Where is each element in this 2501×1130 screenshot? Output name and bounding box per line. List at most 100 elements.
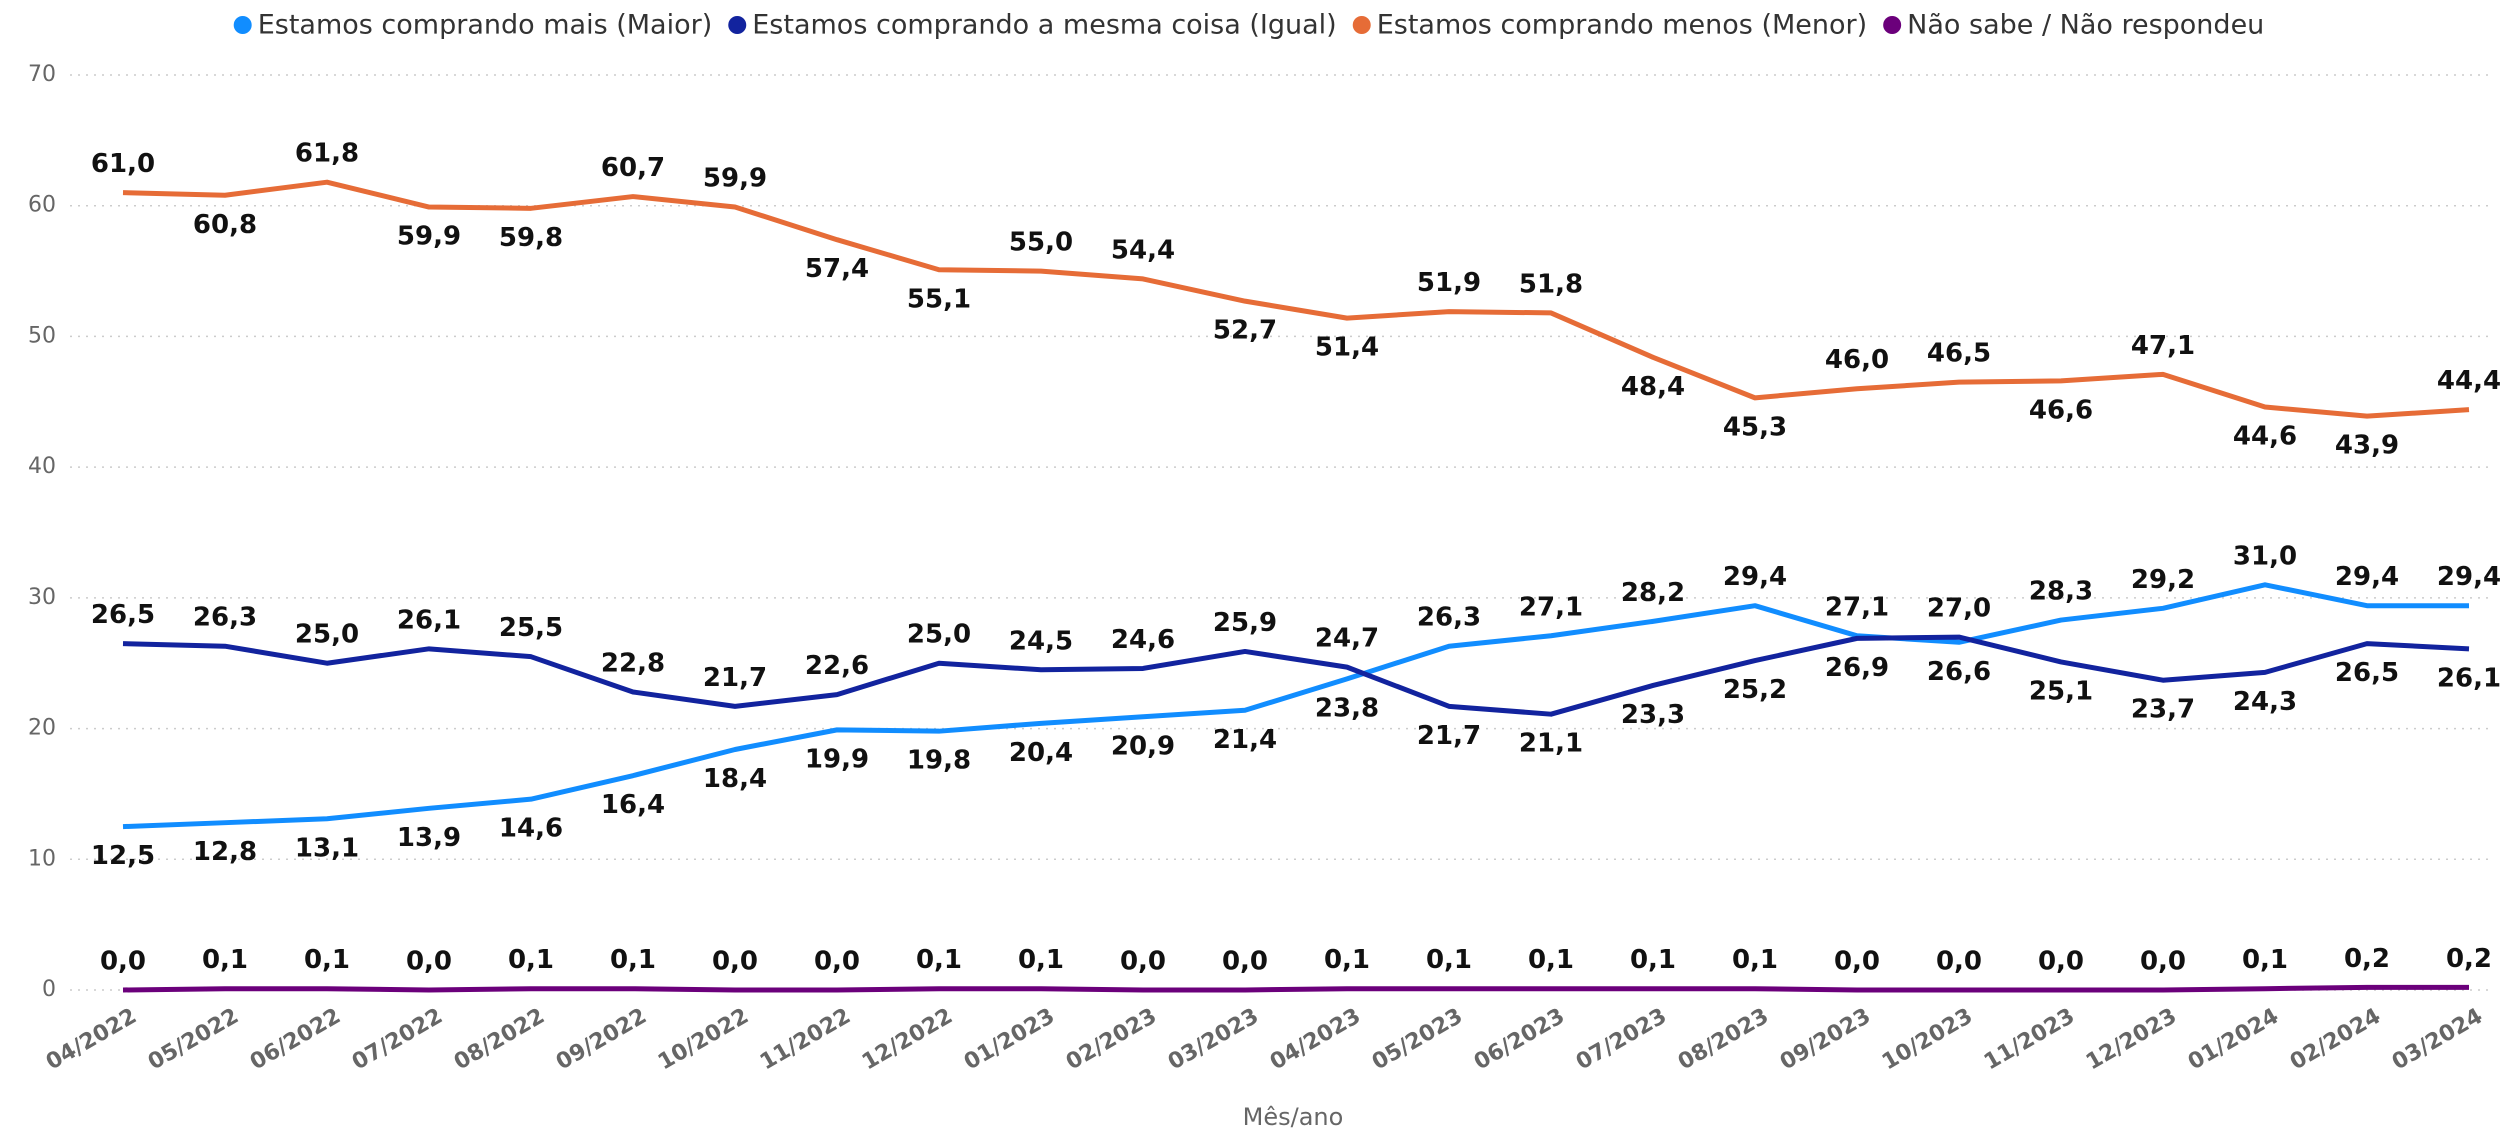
data-label: 0,1 (916, 945, 962, 975)
data-label: 21,1 (1519, 729, 1583, 759)
data-label: 0,1 (1732, 945, 1778, 975)
data-label: 0,1 (1528, 945, 1574, 975)
data-label: 29,4 (2437, 562, 2501, 592)
data-label: 31,0 (2233, 541, 2297, 571)
data-label: 51,4 (1315, 333, 1379, 363)
data-label: 29,2 (2131, 565, 2195, 595)
x-axis-label: Mês/ano (1243, 1103, 1344, 1130)
data-label: 0,0 (712, 947, 758, 977)
data-label: 0,0 (1936, 947, 1982, 977)
data-label: 44,4 (2437, 366, 2501, 396)
legend-label: Estamos comprando menos (Menor) (1377, 10, 1867, 41)
data-label: 24,3 (2233, 687, 2297, 717)
data-label: 20,9 (1111, 731, 1175, 761)
y-tick-label: 10 (28, 846, 56, 871)
data-label: 23,8 (1315, 693, 1379, 723)
legend-marker (1352, 16, 1371, 34)
data-label: 57,4 (805, 254, 869, 284)
legend-label: Estamos comprando mais (Maior) (258, 10, 713, 41)
data-label: 59,9 (703, 164, 767, 194)
data-label: 45,3 (1723, 412, 1787, 442)
x-tick-label: 07/2022 (348, 1004, 447, 1076)
data-label: 51,9 (1417, 268, 1481, 298)
data-label: 44,6 (2233, 422, 2297, 452)
data-label: 0,1 (508, 945, 554, 975)
data-label: 19,9 (805, 744, 869, 774)
data-label: 0,0 (814, 947, 860, 977)
x-tick-label: 02/2023 (1062, 1004, 1161, 1076)
data-label: 46,0 (1825, 345, 1889, 375)
x-tick-label: 12/2023 (2082, 1004, 2181, 1076)
data-label: 21,4 (1213, 725, 1277, 755)
data-label: 60,7 (601, 153, 665, 183)
data-label: 0,1 (1630, 945, 1676, 975)
x-tick-label: 04/2023 (1266, 1004, 1365, 1076)
data-label: 24,6 (1111, 625, 1175, 655)
data-label: 0,0 (406, 947, 452, 977)
data-label: 0,0 (1222, 947, 1268, 977)
data-label: 59,8 (499, 223, 563, 253)
data-label: 55,1 (907, 284, 971, 314)
data-label: 0,1 (202, 945, 248, 975)
y-tick-label: 40 (28, 454, 56, 479)
data-label: 26,1 (397, 605, 461, 635)
data-label: 0,1 (2242, 945, 2288, 975)
data-label: 13,9 (397, 823, 461, 853)
x-tick-label: 06/2022 (246, 1004, 345, 1076)
x-tick-label: 05/2023 (1368, 1004, 1467, 1076)
data-label: 26,3 (193, 603, 257, 633)
data-label: 12,5 (91, 841, 155, 871)
data-label: 48,4 (1621, 372, 1685, 402)
data-label: 26,3 (1417, 603, 1481, 633)
data-label: 25,5 (499, 613, 563, 643)
data-label: 25,1 (2029, 676, 2093, 706)
x-tick-label: 03/2023 (1164, 1004, 1263, 1076)
data-label: 28,2 (1621, 578, 1685, 608)
data-label: 13,1 (295, 833, 359, 863)
data-label: 0,0 (100, 947, 146, 977)
data-label: 26,6 (1927, 657, 1991, 687)
data-label: 19,8 (907, 746, 971, 776)
legend-label: Estamos comprando a mesma coisa (Igual) (752, 10, 1336, 41)
data-label: 43,9 (2335, 431, 2399, 461)
data-label: 28,3 (2029, 577, 2093, 607)
data-label: 0,1 (304, 945, 350, 975)
data-label: 0,2 (2446, 944, 2492, 974)
data-label: 16,4 (601, 790, 665, 820)
data-label: 14,6 (499, 814, 563, 844)
x-tick-label: 08/2022 (450, 1004, 549, 1076)
series-line (122, 179, 2470, 419)
x-tick-label: 10/2023 (1878, 1004, 1977, 1076)
data-label: 29,4 (2335, 562, 2399, 592)
x-tick-label: 03/2024 (2388, 1004, 2487, 1076)
y-tick-label: 20 (28, 716, 56, 741)
data-label: 27,1 (1519, 592, 1583, 622)
legend-marker (1883, 16, 1902, 34)
data-label: 25,9 (1213, 608, 1277, 638)
data-label: 55,0 (1009, 228, 1073, 258)
x-tick-label: 05/2022 (144, 1004, 243, 1076)
y-tick-label: 50 (28, 323, 56, 348)
x-tick-label: 09/2022 (552, 1004, 651, 1076)
data-label: 51,8 (1519, 269, 1583, 299)
x-tick-label: 11/2023 (1980, 1004, 2079, 1076)
data-label: 0,1 (1426, 945, 1472, 975)
data-label: 27,0 (1927, 594, 1991, 624)
data-label: 20,4 (1009, 738, 1073, 768)
y-tick-label: 0 (42, 977, 56, 1002)
data-label: 0,1 (1018, 945, 1064, 975)
data-label: 0,0 (2140, 947, 2186, 977)
x-tick-label: 09/2023 (1776, 1004, 1875, 1076)
data-label: 54,4 (1111, 235, 1175, 265)
data-label: 60,8 (193, 210, 257, 240)
y-tick-label: 60 (28, 193, 56, 218)
legend-marker (233, 16, 252, 34)
data-label: 18,4 (703, 764, 767, 794)
data-label: 27,1 (1825, 592, 1889, 622)
data-label: 61,0 (91, 149, 155, 179)
data-label: 24,7 (1315, 624, 1379, 654)
data-label: 26,1 (2437, 663, 2501, 693)
data-label: 52,7 (1213, 316, 1277, 346)
x-tick-label: 08/2023 (1674, 1004, 1773, 1076)
